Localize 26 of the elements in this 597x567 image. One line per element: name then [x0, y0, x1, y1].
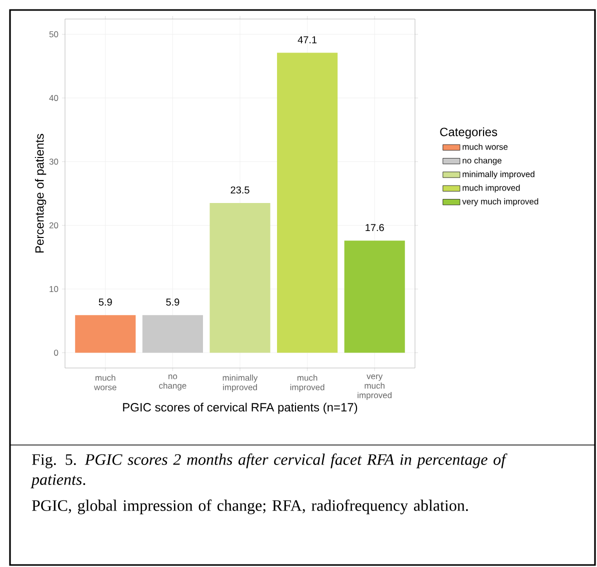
legend-label: very much improved	[462, 198, 538, 206]
text: PGIC, global impression of change; RFA, radiofrequency ablation.	[32, 500, 468, 514]
x-tick-label: very much improved	[358, 374, 392, 400]
y-tick-label: 10	[50, 286, 58, 292]
x-tick-label: minimally improved	[222, 374, 258, 392]
x-tick-label: much improved	[290, 374, 324, 392]
y-tick-label: 0	[54, 350, 58, 356]
y-tick-label: 30	[49, 158, 58, 165]
legend-label: much improved	[462, 184, 520, 192]
y-tick-label: 20	[49, 222, 58, 228]
x-tick-label: much worse	[94, 374, 116, 390]
x-axis-title: PGIC scores of cervical RFA patients (n=17)	[123, 402, 358, 414]
legend-label: no change	[462, 157, 502, 166]
legend-label: minimally improved	[462, 170, 534, 179]
data-label: 23.5	[230, 186, 250, 194]
y-tick-label: 50	[49, 31, 58, 38]
x-tick-label: no change	[159, 374, 186, 390]
data-label: 17.6	[366, 224, 384, 232]
data-label: 5.9	[98, 298, 112, 306]
y-axis-title: Percentage of patients	[34, 134, 46, 253]
y-tick-label: 40	[49, 94, 58, 101]
data-label: 47.1	[298, 36, 317, 44]
legend-title: Categories	[440, 127, 498, 139]
data-label: 5.9	[166, 298, 180, 306]
legend-label: much worse	[462, 144, 508, 150]
caption: Fig. 5. PGIC scores 2 months after cervical facet RFA in percentage of patients.	[30, 454, 508, 488]
